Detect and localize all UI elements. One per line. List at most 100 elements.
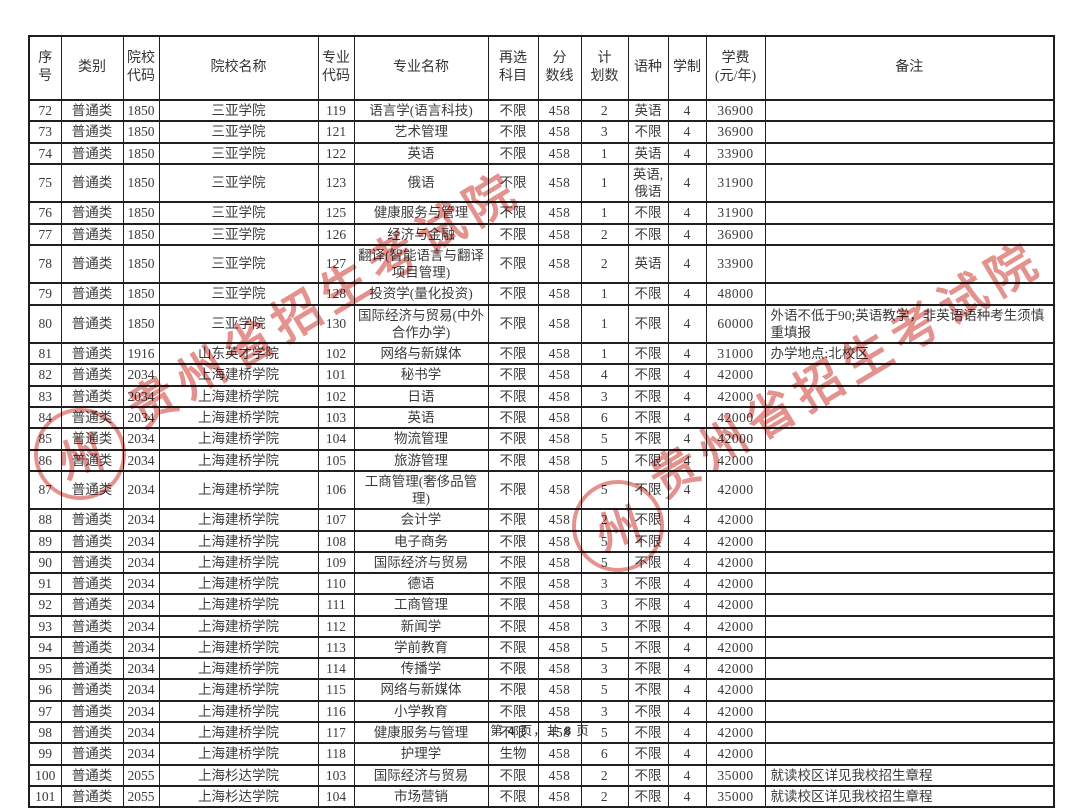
cell-bz <box>764 427 1055 451</box>
cell-xz: 4 <box>667 427 707 451</box>
cell-zydm: 110 <box>317 572 355 596</box>
cell-fsx: 458 <box>537 699 582 723</box>
cell-yz: 不限 <box>627 784 669 808</box>
cell-xf: 42000 <box>705 550 766 575</box>
cell-zxkm: 不限 <box>487 141 539 165</box>
cell-yz: 不限 <box>627 363 669 387</box>
cell-xh: 84 <box>28 405 62 430</box>
column-header-yxdm: 院校 代码 <box>122 35 160 101</box>
cell-lb: 普通类 <box>60 427 124 451</box>
cell-zxkm: 不限 <box>487 699 539 723</box>
cell-zydm: 104 <box>317 427 355 451</box>
cell-xf: 42000 <box>705 529 766 553</box>
cell-xh: 95 <box>28 657 62 681</box>
cell-xz: 4 <box>667 120 707 144</box>
footer-mid: 页，共 <box>519 724 561 738</box>
cell-yz: 不限 <box>627 448 669 472</box>
cell-xz: 4 <box>667 529 707 553</box>
cell-xz: 4 <box>667 282 707 306</box>
cell-fsx: 458 <box>537 784 582 808</box>
cell-yxmc: 上海建桥学院 <box>158 699 319 723</box>
cell-xh: 92 <box>28 593 62 617</box>
cell-zymc: 学前教育 <box>353 635 489 660</box>
cell-yxmc: 三亚学院 <box>158 243 319 285</box>
cell-xf: 42000 <box>705 384 766 408</box>
cell-yxmc: 上海建桥学院 <box>158 593 319 617</box>
cell-lb: 普通类 <box>60 614 124 638</box>
cell-xf: 31900 <box>705 201 766 225</box>
cell-xf: 33900 <box>705 243 766 285</box>
cell-yxdm: 2055 <box>122 784 160 808</box>
table-row: 77 普通类 1850 三亚学院 126 经济与金融 不限 458 2 不限 4 36900 <box>28 222 1055 246</box>
cell-lb: 普通类 <box>60 657 124 681</box>
cell-zxkm: 不限 <box>487 120 539 144</box>
cell-zxkm: 不限 <box>487 508 539 532</box>
cell-yz: 不限 <box>627 342 669 366</box>
cell-zydm: 102 <box>317 342 355 366</box>
column-header-jhs: 计 划数 <box>580 35 629 101</box>
cell-xh: 89 <box>28 529 62 553</box>
cell-yz: 不限 <box>627 222 669 246</box>
cell-fsx: 458 <box>537 448 582 472</box>
column-header-fsx: 分 数线 <box>537 35 582 101</box>
cell-zymc: 会计学 <box>353 508 489 532</box>
cell-yxdm: 1850 <box>122 303 160 345</box>
cell-xz: 4 <box>667 405 707 430</box>
cell-xz: 4 <box>667 784 707 808</box>
cell-bz: 就读校区详见我校招生章程 <box>764 784 1055 808</box>
cell-bz <box>764 120 1055 144</box>
cell-xh: 81 <box>28 342 62 366</box>
cell-bz <box>764 614 1055 638</box>
cell-xh: 91 <box>28 572 62 596</box>
cell-yxmc: 上海建桥学院 <box>158 469 319 511</box>
cell-bz <box>764 222 1055 246</box>
table-row: 98 普通类 2034 上海建桥学院 117 健康服务与管理 不限 458 5 不限 4 42000 <box>28 720 1055 745</box>
cell-fsx: 458 <box>537 222 582 246</box>
column-header-xz: 学制 <box>667 35 707 101</box>
cell-lb: 普通类 <box>60 98 124 123</box>
table-row: 74 普通类 1850 三亚学院 122 英语 不限 458 1 英语 4 33900 <box>28 141 1055 165</box>
cell-zydm: 122 <box>317 141 355 165</box>
cell-zymc: 电子商务 <box>353 529 489 553</box>
cell-jhs: 3 <box>580 120 629 144</box>
cell-xf: 31000 <box>705 342 766 366</box>
cell-yxdm: 2034 <box>122 720 160 745</box>
table-row: 94 普通类 2034 上海建桥学院 113 学前教育 不限 458 5 不限 4 42000 <box>28 635 1055 660</box>
cell-yxdm: 1850 <box>122 243 160 285</box>
cell-zydm: 105 <box>317 448 355 472</box>
cell-xz: 4 <box>667 384 707 408</box>
table-row: 92 普通类 2034 上海建桥学院 111 工商管理 不限 458 3 不限 4 42000 <box>28 593 1055 617</box>
table-row: 101 普通类 2055 上海杉达学院 104 市场营销 不限 458 2 不限 4 35000 就读校… <box>28 784 1055 808</box>
cell-zxkm: 不限 <box>487 720 539 745</box>
cell-bz <box>764 469 1055 511</box>
cell-yz: 英语,俄语 <box>627 162 669 204</box>
cell-zymc: 传播学 <box>353 657 489 681</box>
cell-xz: 4 <box>667 243 707 285</box>
cell-fsx: 458 <box>537 614 582 638</box>
cell-lb: 普通类 <box>60 243 124 285</box>
cell-zymc: 英语 <box>353 141 489 165</box>
cell-xh: 83 <box>28 384 62 408</box>
cell-zydm: 109 <box>317 550 355 575</box>
cell-xh: 88 <box>28 508 62 532</box>
cell-jhs: 5 <box>580 427 629 451</box>
table-row: 99 普通类 2034 上海建桥学院 118 护理学 生物 458 6 不限 4 42000 <box>28 742 1055 766</box>
cell-lb: 普通类 <box>60 342 124 366</box>
cell-yz: 不限 <box>627 120 669 144</box>
cell-zymc: 俄语 <box>353 162 489 204</box>
footer-prefix: 第 <box>490 724 504 738</box>
cell-fsx: 458 <box>537 427 582 451</box>
cell-jhs: 2 <box>580 98 629 123</box>
cell-fsx: 458 <box>537 593 582 617</box>
cell-jhs: 1 <box>580 141 629 165</box>
cell-xf: 42000 <box>705 448 766 472</box>
cell-zymc: 网络与新媒体 <box>353 678 489 702</box>
cell-yxmc: 上海建桥学院 <box>158 405 319 430</box>
cell-yxmc: 上海建桥学院 <box>158 384 319 408</box>
cell-zydm: 113 <box>317 635 355 660</box>
cell-zxkm: 不限 <box>487 529 539 553</box>
cell-zydm: 125 <box>317 201 355 225</box>
column-header-yz: 语种 <box>627 35 669 101</box>
cell-fsx: 458 <box>537 201 582 225</box>
cell-xf: 33900 <box>705 141 766 165</box>
